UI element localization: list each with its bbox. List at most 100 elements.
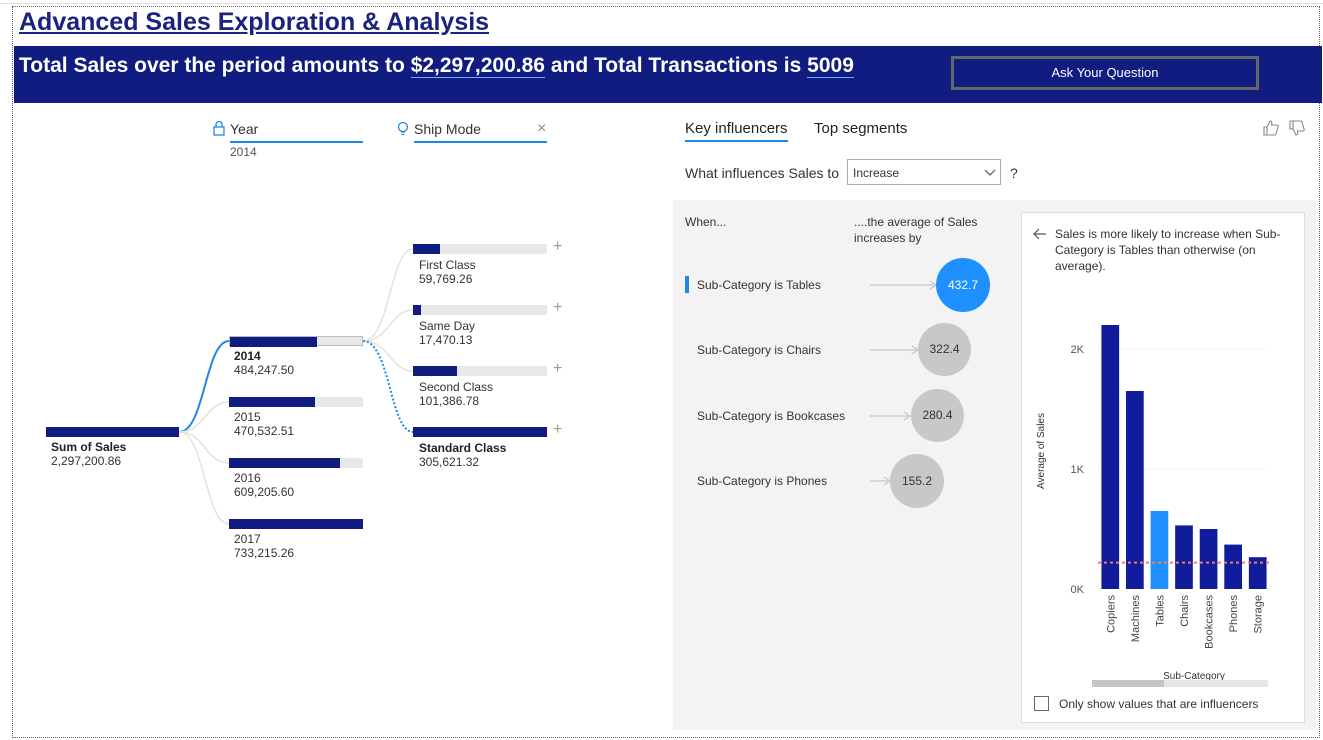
influencer-bubble[interactable]: 280.4 bbox=[911, 389, 964, 442]
year-bar-fill bbox=[230, 337, 318, 347]
tab-top-segments[interactable]: Top segments bbox=[814, 120, 908, 137]
transactions-value: 5009 bbox=[807, 54, 854, 78]
influencer-item[interactable]: Sub-Category is Tables bbox=[697, 278, 821, 292]
dropdown-value: Increase bbox=[853, 166, 900, 180]
x-tick-label: Copiers bbox=[1105, 595, 1117, 633]
shipmode-value: 101,386.78 bbox=[419, 394, 480, 408]
ship-bar-fill bbox=[413, 244, 440, 254]
root-name: Sum of Sales bbox=[51, 440, 127, 454]
year-label: 2016 bbox=[234, 471, 261, 485]
when-label: When... bbox=[685, 215, 727, 229]
average-label: ....the average of Sales increases by bbox=[854, 215, 978, 245]
shipmode-bar-same-day[interactable] bbox=[413, 305, 547, 315]
thumbs-down-icon[interactable] bbox=[1288, 119, 1306, 137]
year-node-2017: 2017 733,215.26 bbox=[234, 532, 294, 560]
ship-bar-fill bbox=[413, 366, 458, 376]
scrollbar-thumb[interactable] bbox=[1092, 680, 1164, 687]
shipmode-label: Second Class bbox=[419, 380, 494, 394]
year-value: 733,215.26 bbox=[234, 546, 295, 560]
shipmode-underline bbox=[414, 141, 547, 143]
close-icon[interactable]: × bbox=[537, 120, 547, 137]
tab-key-label: Key influencers bbox=[685, 120, 788, 137]
back-arrow-icon[interactable] bbox=[1033, 228, 1047, 240]
detail-text: Sales is more likely to increase when Su… bbox=[1055, 227, 1281, 273]
year-node-2014: 2014 484,247.50 bbox=[234, 349, 294, 377]
shipmode-header-label: Ship Mode bbox=[414, 121, 481, 137]
checkbox-label: Only show values that are influencers bbox=[1059, 697, 1259, 711]
summary-text: Total Sales over the period amounts to $… bbox=[19, 54, 854, 78]
chevron-down-icon bbox=[984, 169, 996, 176]
chart-scrollbar[interactable] bbox=[1092, 680, 1268, 687]
x-tick-label: Bookcases bbox=[1204, 595, 1216, 649]
x-axis-label: Sub-Category bbox=[1163, 671, 1225, 682]
y-tick-label: 2K bbox=[1071, 344, 1085, 356]
year-label: 2017 bbox=[234, 532, 261, 546]
y-tick-label: 1K bbox=[1071, 464, 1085, 476]
ship-bar-fill bbox=[413, 305, 422, 315]
influence-direction-dropdown[interactable]: Increase bbox=[847, 159, 1001, 185]
x-tick-label: Chairs bbox=[1179, 595, 1191, 627]
ship-bar-fill bbox=[413, 427, 547, 437]
shipmode-label: Standard Class bbox=[419, 441, 507, 455]
expand-plus-icon[interactable]: + bbox=[553, 360, 563, 377]
year-bar-2014[interactable] bbox=[229, 336, 363, 347]
year-underline bbox=[230, 141, 363, 143]
influencer-bubble[interactable]: 155.2 bbox=[890, 454, 944, 508]
shipmode-bar-second-class[interactable] bbox=[413, 366, 547, 376]
year-header[interactable]: Year bbox=[230, 121, 363, 143]
summary-prefix: Total Sales over the period amounts to bbox=[19, 54, 411, 77]
influencer-bubble[interactable]: 322.4 bbox=[918, 323, 971, 376]
bar[interactable] bbox=[1199, 529, 1218, 589]
influencer-item[interactable]: Sub-Category is Bookcases bbox=[697, 409, 846, 423]
x-tick-label: Storage bbox=[1253, 595, 1265, 634]
shipmode-label: Same Day bbox=[419, 319, 476, 333]
shipmode-node-second-class: Second Class 101,386.78 bbox=[419, 380, 493, 408]
shipmode-bar-standard-class[interactable] bbox=[413, 427, 547, 437]
influencer-item[interactable]: Sub-Category is Phones bbox=[697, 474, 828, 488]
shipmode-bar-first-class[interactable] bbox=[413, 244, 547, 254]
bar[interactable] bbox=[1126, 391, 1144, 589]
year-value: 609,205.60 bbox=[234, 485, 295, 499]
page-title: Advanced Sales Exploration & Analysis bbox=[19, 8, 490, 36]
bar[interactable] bbox=[1224, 544, 1242, 589]
expand-plus-icon[interactable]: + bbox=[553, 238, 563, 255]
report-frame bbox=[12, 6, 1320, 738]
x-tick-label: Phones bbox=[1228, 595, 1240, 633]
bar[interactable] bbox=[1248, 557, 1267, 589]
influencer-item[interactable]: Sub-Category is Chairs bbox=[697, 343, 822, 357]
expand-plus-icon[interactable]: + bbox=[553, 299, 563, 316]
root-value: 2,297,200.86 bbox=[51, 454, 122, 468]
year-bar-2017[interactable] bbox=[229, 519, 363, 529]
bar[interactable] bbox=[1150, 511, 1169, 589]
shipmode-value: 59,769.26 bbox=[419, 272, 473, 286]
year-bar-fill bbox=[229, 397, 315, 407]
summary-banner: Total Sales over the period amounts to $… bbox=[14, 46, 1322, 103]
influencer-detail-card: Sales is more likely to increase when Su… bbox=[1021, 212, 1305, 723]
thumbs-up-icon[interactable] bbox=[1262, 119, 1280, 137]
tab-key-influencers[interactable]: Key influencers bbox=[685, 120, 788, 142]
lightbulb-icon bbox=[397, 121, 409, 136]
selected-indicator bbox=[685, 276, 689, 293]
influencer-bubble[interactable]: 432.7 bbox=[936, 258, 990, 312]
bar[interactable] bbox=[1175, 525, 1193, 589]
shipmode-header[interactable]: Ship Mode bbox=[414, 121, 547, 143]
influencers-only-checkbox[interactable] bbox=[1034, 696, 1049, 711]
ask-question-button[interactable]: Ask Your Question bbox=[951, 56, 1259, 90]
top-border bbox=[0, 0, 1323, 4]
year-bar-2015[interactable] bbox=[229, 397, 363, 407]
expand-plus-icon[interactable]: + bbox=[553, 421, 563, 438]
year-value: 470,532.51 bbox=[234, 424, 295, 438]
average-sales-bar-chart: 0K 1K 2K Average of Sales Copiers Machines Tab… bbox=[1036, 325, 1270, 682]
year-selected-value: 2014 bbox=[230, 145, 257, 159]
y-tick-label: 0K bbox=[1071, 584, 1085, 596]
lock-icon bbox=[213, 120, 225, 136]
year-header-label: Year bbox=[230, 121, 259, 137]
shipmode-value: 17,470.13 bbox=[419, 333, 473, 347]
year-bar-2016[interactable] bbox=[229, 458, 363, 468]
bar[interactable] bbox=[1101, 325, 1120, 589]
shipmode-node-standard-class: Standard Class 305,621.32 bbox=[419, 441, 506, 469]
shipmode-node-same-day: Same Day 17,470.13 bbox=[419, 319, 475, 347]
root-bar[interactable] bbox=[46, 427, 179, 437]
shipmode-value: 305,621.32 bbox=[419, 455, 480, 469]
year-bar-fill bbox=[229, 458, 341, 468]
